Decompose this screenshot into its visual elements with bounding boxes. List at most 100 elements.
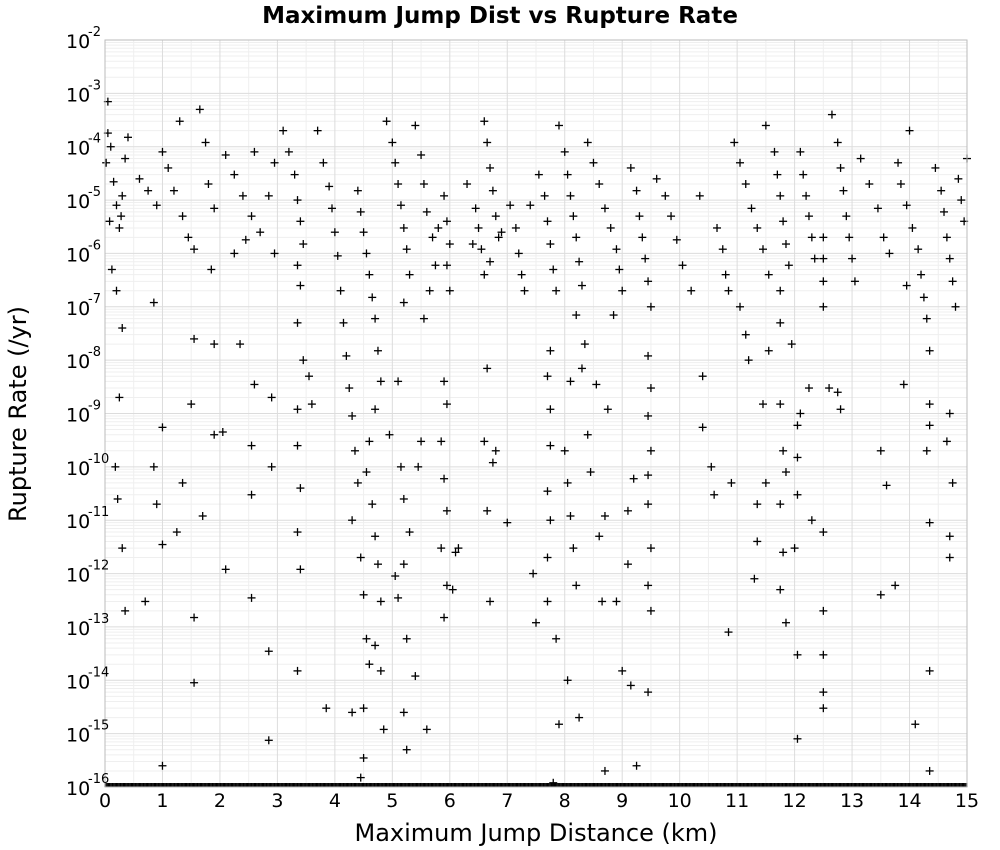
data-point	[572, 311, 581, 320]
data-point	[402, 634, 411, 643]
data-point	[293, 318, 302, 327]
data-point	[247, 593, 256, 602]
data-point	[667, 212, 676, 221]
data-point	[842, 212, 851, 221]
data-point	[784, 261, 793, 270]
data-point	[833, 138, 842, 147]
data-point	[707, 462, 716, 471]
data-point	[345, 384, 354, 393]
data-point	[612, 245, 621, 254]
data-point	[503, 518, 512, 527]
data-point	[399, 298, 408, 307]
data-point	[836, 163, 845, 172]
data-point	[290, 170, 299, 179]
data-point	[850, 277, 859, 286]
data-point	[394, 180, 403, 189]
data-point	[758, 400, 767, 409]
data-point	[882, 481, 891, 490]
data-point	[546, 516, 555, 525]
data-point	[250, 147, 259, 156]
y-tick-label: 10	[66, 671, 90, 693]
data-point	[437, 544, 446, 553]
data-point	[293, 261, 302, 270]
data-point	[480, 270, 489, 279]
data-point	[428, 233, 437, 242]
data-point	[175, 117, 184, 126]
data-point	[373, 346, 382, 355]
data-point	[713, 223, 722, 232]
data-point	[333, 251, 342, 260]
data-point	[468, 240, 477, 249]
data-point	[644, 277, 653, 286]
data-point	[442, 400, 451, 409]
zero-rate-marker-band	[104, 783, 968, 787]
y-tick-exponent: -4	[88, 132, 101, 147]
data-point	[399, 708, 408, 717]
data-point	[526, 201, 535, 210]
data-point	[718, 245, 727, 254]
data-point	[445, 286, 454, 295]
y-tick-exponent: -14	[88, 665, 109, 680]
data-point	[451, 548, 460, 557]
data-point	[580, 340, 589, 349]
data-point	[373, 560, 382, 569]
data-point	[417, 150, 426, 159]
y-tick-label: 10	[66, 298, 90, 320]
data-point	[152, 201, 161, 210]
x-tick-label: 8	[559, 790, 571, 812]
data-point	[279, 126, 288, 135]
data-point	[741, 180, 750, 189]
data-point	[845, 233, 854, 242]
y-tick-exponent: -8	[88, 345, 101, 360]
data-point	[405, 270, 414, 279]
data-point	[362, 634, 371, 643]
data-point	[319, 158, 328, 167]
data-point	[773, 170, 782, 179]
data-point	[118, 544, 127, 553]
data-point	[560, 446, 569, 455]
data-point	[359, 704, 368, 713]
x-tick-labels: 0 1 2 3 4 5 6 7 8 9 10 11 12 13 14 15	[99, 790, 979, 812]
y-tick-exponent: -9	[88, 399, 101, 414]
data-point	[598, 597, 607, 606]
data-point	[776, 585, 785, 594]
data-point	[652, 174, 661, 183]
data-point	[727, 478, 736, 487]
data-point	[603, 405, 612, 414]
chart-title: Maximum Jump Dist vs Rupture Rate	[262, 3, 738, 29]
data-point	[644, 500, 653, 509]
data-point	[629, 474, 638, 483]
data-point	[121, 154, 130, 163]
data-point	[546, 240, 555, 249]
y-tick-label: 10	[66, 31, 90, 53]
data-point	[736, 158, 745, 167]
data-point	[442, 261, 451, 270]
data-point	[600, 204, 609, 213]
data-point	[781, 618, 790, 627]
data-point	[517, 270, 526, 279]
data-point	[391, 158, 400, 167]
y-tick-exponent: -16	[88, 772, 109, 787]
data-point	[480, 117, 489, 126]
data-point	[566, 511, 575, 520]
x-tick-label: 4	[329, 790, 341, 812]
data-point	[158, 147, 167, 156]
data-point	[899, 380, 908, 389]
data-point	[710, 490, 719, 499]
data-point	[925, 666, 934, 675]
data-point	[945, 553, 954, 562]
data-point	[644, 688, 653, 697]
y-tick-label: 10	[66, 191, 90, 213]
data-point	[908, 223, 917, 232]
major-gridlines	[104, 39, 968, 788]
data-point	[810, 254, 819, 263]
data-point	[102, 158, 111, 167]
data-point	[922, 314, 931, 323]
data-point	[115, 393, 124, 402]
data-point	[583, 430, 592, 439]
data-point	[919, 293, 928, 302]
y-tick-exponent: -7	[88, 292, 101, 307]
data-point	[802, 191, 811, 200]
data-point	[264, 191, 273, 200]
